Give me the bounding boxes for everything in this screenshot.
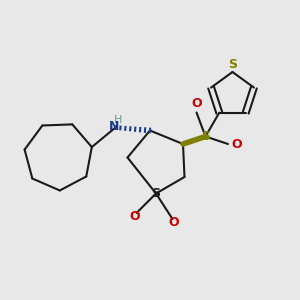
Text: O: O (130, 209, 140, 223)
Text: N: N (109, 119, 119, 133)
Text: O: O (231, 137, 242, 151)
Text: S: S (201, 130, 210, 143)
Text: O: O (191, 97, 202, 110)
Text: S: S (152, 187, 160, 200)
Text: O: O (169, 215, 179, 229)
Text: S: S (228, 58, 237, 71)
Text: H: H (114, 115, 123, 125)
